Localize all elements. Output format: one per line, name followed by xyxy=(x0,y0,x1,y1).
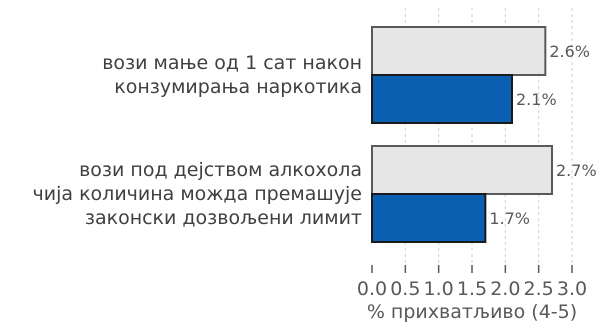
x-tick-label: 0.0 xyxy=(357,278,387,300)
bar xyxy=(371,26,547,76)
bar xyxy=(371,145,553,195)
category-label: вози под дејством алкохола xyxy=(79,159,362,181)
x-axis: 0.0 0.5 1.0 1.5 2.0 2.5 3.0 xyxy=(357,265,587,300)
x-axis-title: % прихватљиво (4-5) xyxy=(367,301,577,323)
category-label: вози мање од 1 сат након xyxy=(102,52,362,74)
bars xyxy=(371,26,553,243)
x-tick-label: 3.0 xyxy=(557,278,587,300)
category-label: законски дозвољени лимит xyxy=(85,207,362,229)
data-labels: 2.6% 2.7% 2.1% 1.7% xyxy=(489,42,596,228)
category-label: конзумирања наркотика xyxy=(114,76,362,98)
bar xyxy=(371,74,513,124)
bar-value-label: 2.7% xyxy=(556,161,597,180)
x-tick-label: 0.5 xyxy=(390,278,420,300)
bar-value-label: 2.1% xyxy=(516,90,557,109)
category-label: чија количина можда премашује xyxy=(33,183,362,205)
bar-value-label: 1.7% xyxy=(489,209,530,228)
x-tick-label: 2.5 xyxy=(524,278,554,300)
x-tick-label: 1.0 xyxy=(424,278,454,300)
bar-value-label: 2.6% xyxy=(549,42,590,61)
bar xyxy=(371,193,487,243)
x-tick-label: 1.5 xyxy=(457,278,487,300)
x-tick-label: 2.0 xyxy=(490,278,520,300)
